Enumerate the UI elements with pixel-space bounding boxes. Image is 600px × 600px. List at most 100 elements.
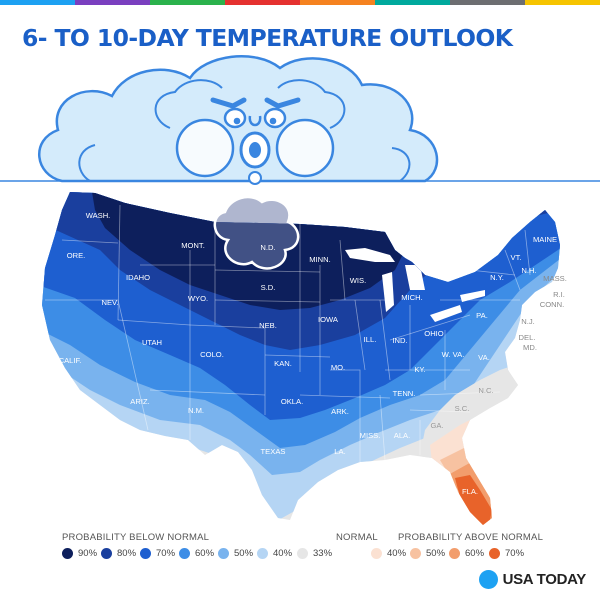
state-label: FLA. <box>462 487 478 496</box>
state-label: N.H. <box>521 266 536 275</box>
nose-icon <box>248 115 262 127</box>
legend-label: 50% <box>426 548 446 559</box>
legend-item: 70% <box>489 548 524 559</box>
state-label: NEB. <box>259 321 277 330</box>
state-label: UTAH <box>142 338 162 347</box>
state-label: CALIF. <box>59 356 82 365</box>
legend-swatch-icon <box>218 548 229 559</box>
state-label: MICH. <box>401 293 423 302</box>
legend-normal-header: NORMAL <box>336 532 378 543</box>
state-label: ARIZ. <box>130 397 149 406</box>
legend-swatch-icon <box>489 548 500 559</box>
left-pupil-icon <box>233 117 241 125</box>
state-label: OKLA. <box>281 397 303 406</box>
state-label: MAINE <box>533 235 557 244</box>
legend-item: 70% <box>140 548 175 559</box>
state-label: ALA. <box>394 431 410 440</box>
legend-label: 50% <box>234 548 254 559</box>
cloud-inner-lines <box>78 144 411 182</box>
state-label: OHIO <box>424 329 444 338</box>
state-label: N.C. <box>478 386 493 395</box>
state-label: IDAHO <box>126 273 150 282</box>
legend-label: 80% <box>117 548 137 559</box>
legend-swatch-icon <box>62 548 73 559</box>
legend-swatch-icon <box>410 548 421 559</box>
state-label: ARK. <box>331 407 349 416</box>
state-label: MINN. <box>309 255 331 264</box>
left-eye-icon <box>223 107 247 129</box>
state-label: N.J. <box>521 317 535 326</box>
top-bar-segment <box>225 0 300 5</box>
state-label: ORE. <box>67 251 86 260</box>
state-label: R.I. <box>553 290 565 299</box>
top-bar-segment <box>525 0 600 5</box>
state-label: IOWA <box>318 315 339 324</box>
cloud-puff-right <box>277 79 346 129</box>
top-bar-segment <box>450 0 525 5</box>
legend-label: 90% <box>78 548 98 559</box>
left-eyebrow-icon <box>210 97 247 109</box>
cloud-puff-left <box>154 79 223 129</box>
cold-breath-icon <box>213 171 300 270</box>
right-eyebrow-icon <box>264 97 301 109</box>
state-label: N.D. <box>260 243 275 252</box>
state-label: NEV. <box>101 298 118 307</box>
state-label: IND. <box>392 336 407 345</box>
right-eye-icon <box>263 107 287 129</box>
state-label: TEXAS <box>261 447 286 456</box>
brand-name: USA TODAY <box>502 571 587 588</box>
legend-above-header: PROBABILITY ABOVE NORMAL <box>398 532 544 543</box>
legend-item: 60% <box>179 548 214 559</box>
state-boundaries <box>45 204 531 470</box>
legend-label: 60% <box>465 548 485 559</box>
top-bar-segment <box>75 0 150 5</box>
probability-bands <box>42 192 560 525</box>
legend-swatch-icon <box>297 548 308 559</box>
state-label: WASH. <box>86 211 111 220</box>
legend-label: 40% <box>387 548 407 559</box>
right-pupil-icon <box>269 117 277 125</box>
brand: USA TODAY <box>478 570 587 589</box>
state-label: MONT. <box>181 241 205 250</box>
right-cheek-icon <box>275 118 335 178</box>
state-label: N.M. <box>188 406 204 415</box>
state-label: S.D. <box>261 283 276 292</box>
state-label: MISS. <box>360 431 381 440</box>
legend-swatch-icon <box>449 548 460 559</box>
legend-swatch-icon <box>101 548 112 559</box>
top-bar-segment <box>0 0 75 5</box>
legend-item: 90% <box>62 548 97 559</box>
page-title: 6- TO 10-DAY TEMPERATURE OUTLOOK <box>22 24 513 52</box>
legend-item: 60% <box>449 548 484 559</box>
legend-label: 70% <box>156 548 176 559</box>
state-label: CONN. <box>540 300 564 309</box>
state-label: VA. <box>478 353 490 362</box>
legend-swatch-icon <box>179 548 190 559</box>
state-label: MO. <box>331 363 345 372</box>
great-lakes <box>345 248 485 322</box>
legend-swatch-icon <box>371 548 382 559</box>
legend-item: 80% <box>101 548 136 559</box>
top-bar-segment <box>150 0 225 5</box>
state-label: KAN. <box>274 359 292 368</box>
legend-item: 50% <box>218 548 253 559</box>
state-label: DEL. <box>519 333 536 342</box>
legend-item: 33% <box>297 548 332 559</box>
usa-today-logo-icon <box>478 570 498 589</box>
top-bar-segment <box>300 0 375 5</box>
mouth-inner-icon <box>249 142 261 158</box>
state-label: GA. <box>430 421 443 430</box>
state-label: LA. <box>334 447 345 456</box>
state-label: WIS. <box>350 276 366 285</box>
cloud-character <box>38 55 439 183</box>
legend-label: 40% <box>273 548 293 559</box>
band-above-70 <box>455 475 492 525</box>
top-bar-segment <box>375 0 450 5</box>
state-label: MASS. <box>543 274 567 283</box>
state-label: W. VA. <box>442 350 465 359</box>
legend-below-header: PROBABILITY BELOW NORMAL <box>62 532 210 543</box>
left-cheek-icon <box>175 118 235 178</box>
breath-puff <box>213 195 300 270</box>
legend-label: 60% <box>195 548 215 559</box>
state-label: ILL. <box>364 335 377 344</box>
